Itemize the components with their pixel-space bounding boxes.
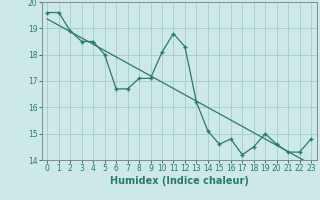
X-axis label: Humidex (Indice chaleur): Humidex (Indice chaleur) [110, 176, 249, 186]
